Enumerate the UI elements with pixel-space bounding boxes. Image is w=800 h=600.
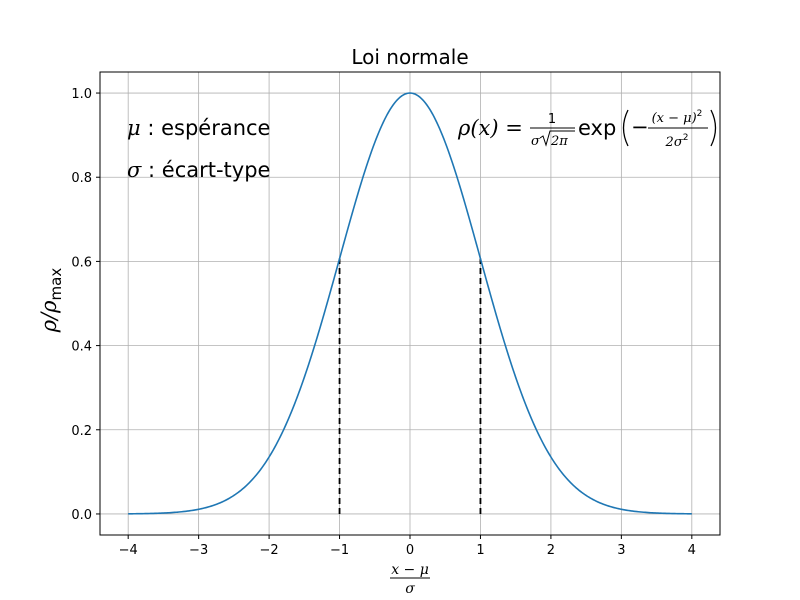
formula-minus-sign: − <box>631 115 649 139</box>
x-tick-label: 2 <box>547 543 555 558</box>
y-tick-label: 0.2 <box>71 424 92 439</box>
series-layer <box>128 92 692 515</box>
x-tick-label: −3 <box>189 543 208 558</box>
svg-text:ρ/ρmax: ρ/ρmax <box>37 268 65 334</box>
left-paren-icon <box>622 109 629 147</box>
chart-title: Loi normale <box>351 45 468 69</box>
y-tick-label: 0.8 <box>71 171 92 186</box>
mu-symbol: μ <box>127 116 141 140</box>
sigma-description: : écart-type <box>141 158 270 182</box>
y-tick-label: 0.0 <box>71 508 92 523</box>
y-axis-label-subscript: max <box>47 268 65 301</box>
formula-fraction-denominator-sqrt: 2π <box>550 134 568 149</box>
x-axis-label: x − μ σ <box>390 562 430 597</box>
y-axis-label: ρ/ρmax <box>37 268 65 334</box>
y-tick-label: 0.4 <box>71 340 92 355</box>
annotation-sigma: σ : écart-type <box>127 158 270 182</box>
annotation-mu: μ : espérance <box>127 116 270 140</box>
x-tick-label: −1 <box>330 543 349 558</box>
x-axis-ticks: −4 −3 −2 −1 0 1 2 3 4 <box>119 535 696 558</box>
x-tick-label: 3 <box>617 543 625 558</box>
formula-lhs: ρ(x) = <box>457 116 523 140</box>
x-tick-label: 0 <box>406 543 414 558</box>
formula-fraction-denominator-sigma: σ <box>531 134 541 149</box>
reference-lines <box>338 258 482 514</box>
y-axis-ticks: 0.0 0.2 0.4 0.6 0.8 1.0 <box>71 87 100 523</box>
formula: ρ(x) = 1 σ 2π exp − (x − μ)2 2σ2 <box>457 109 717 150</box>
formula-inner-numerator: (x − μ)2 <box>652 109 703 126</box>
y-axis-label-main: ρ/ρ <box>37 300 61 333</box>
y-tick-label: 1.0 <box>71 87 92 102</box>
sqrt-sign-icon <box>539 130 575 147</box>
x-axis-label-numerator: x − μ <box>391 562 429 578</box>
mu-description: : espérance <box>141 116 271 140</box>
right-paren-icon <box>710 109 717 147</box>
x-tick-label: −4 <box>119 543 138 558</box>
formula-exp: exp <box>578 116 616 140</box>
gaussian-curve <box>128 92 692 515</box>
y-tick-label: 0.6 <box>71 255 92 270</box>
formula-fraction-numerator: 1 <box>548 112 556 127</box>
x-tick-label: −2 <box>260 543 279 558</box>
sigma-symbol: σ <box>127 158 142 182</box>
x-tick-label: 1 <box>476 543 484 558</box>
x-axis-label-denominator: σ <box>405 581 415 597</box>
x-tick-label: 4 <box>688 543 696 558</box>
formula-inner-denominator: 2σ2 <box>665 133 689 150</box>
